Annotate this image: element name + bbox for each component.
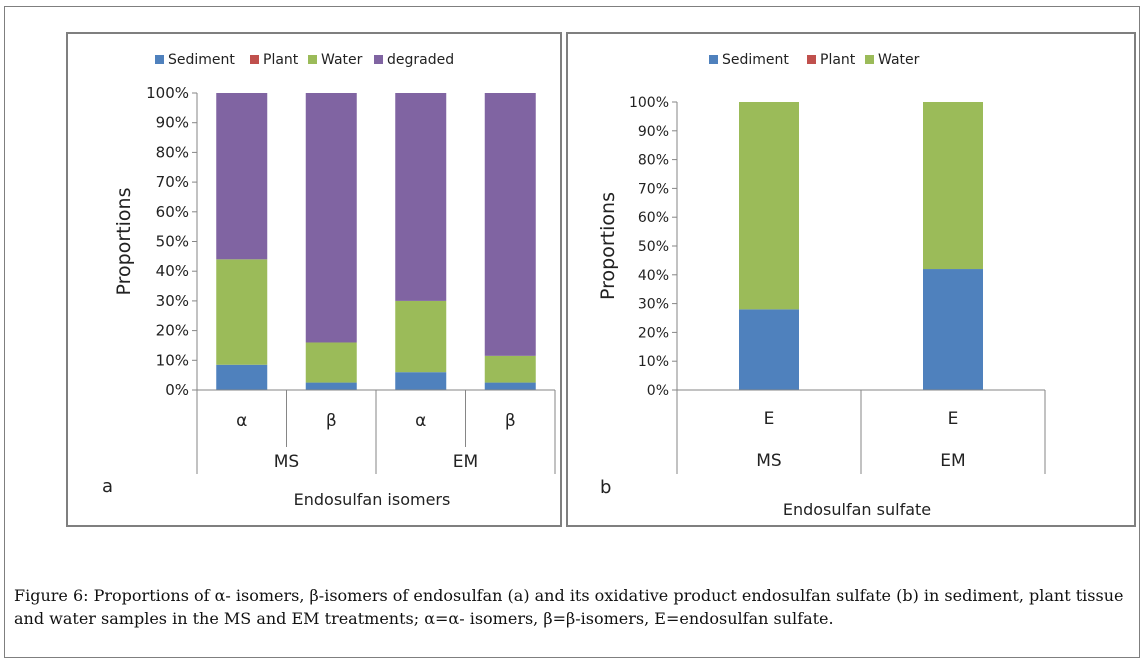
y-tick-label: 80% [638, 153, 669, 169]
y-axis-title: Proportions [113, 188, 135, 296]
x-category-label: β [505, 411, 516, 431]
chart-a-border [66, 32, 562, 527]
y-tick-label: 40% [638, 268, 669, 284]
bar-degraded [305, 93, 357, 343]
x-group-label: MS [756, 451, 781, 471]
y-axis-title: Proportions [597, 192, 619, 300]
x-category-label: E [764, 409, 775, 429]
caption-label: Figure 6: [14, 586, 89, 605]
bar-water [739, 102, 799, 310]
bar-sediment [923, 269, 983, 390]
x-group-label: MS [274, 452, 299, 472]
legend-label-sediment: Sediment [722, 52, 789, 68]
legend-swatch-water [865, 55, 874, 64]
bar-sediment [305, 382, 357, 390]
y-tick-label: 90% [156, 114, 189, 132]
y-tick-label: 30% [638, 297, 669, 313]
caption-text: Proportions of α- isomers, β-isomers of … [14, 586, 1124, 628]
y-tick-label: 70% [638, 181, 669, 197]
y-tick-label: 40% [156, 262, 189, 280]
bar-degraded [395, 93, 447, 301]
chart-b-border [566, 32, 1136, 527]
y-tick-label: 100% [629, 95, 669, 111]
y-tick-label: 50% [156, 233, 189, 251]
legend-label-degraded: degraded [387, 52, 454, 68]
bar-water [216, 259, 268, 365]
chart-b: Sediment Plant Water 0% 10% 20% 30% 40% 50% 60% 70… [597, 52, 1046, 519]
legend-label-water: Water [321, 52, 363, 68]
y-tick-label: 90% [638, 124, 669, 140]
y-tick-label: 20% [638, 325, 669, 341]
legend-swatch-plant [807, 55, 816, 64]
legend-label-plant: Plant [263, 52, 299, 68]
y-tick-label: 60% [156, 203, 189, 221]
bar-sediment [484, 382, 536, 390]
y-tick-label: 10% [638, 354, 669, 370]
figure-frame [4, 6, 1140, 658]
legend-label-sediment: Sediment [168, 52, 235, 68]
bar-water [305, 342, 357, 383]
bar-sediment [216, 364, 268, 390]
y-tick-label: 30% [156, 292, 189, 310]
legend-label-plant: Plant [820, 52, 856, 68]
bar-water [923, 102, 983, 270]
x-category-label: E [948, 409, 959, 429]
legend-label-water: Water [878, 52, 920, 68]
legend-swatch-sediment [709, 55, 718, 64]
bar-sediment [395, 372, 447, 390]
panel-label: a [102, 476, 113, 497]
y-tick-label: 0% [647, 383, 669, 399]
y-tick-label: 80% [156, 143, 189, 161]
bar-degraded [216, 93, 268, 260]
bar-sediment [739, 309, 799, 390]
panel-label: b [600, 477, 611, 498]
y-tick-label: 20% [156, 322, 189, 340]
x-group-label: EM [940, 451, 965, 471]
bar-water [484, 355, 536, 383]
bar-water [395, 300, 447, 373]
x-category-label: α [236, 411, 247, 431]
y-tick-label: 60% [638, 210, 669, 226]
y-tick-label: 0% [165, 381, 189, 399]
x-category-label: β [326, 411, 337, 431]
x-axis-title: Endosulfan sulfate [783, 500, 931, 519]
legend-swatch-degraded [374, 55, 383, 64]
legend-swatch-plant [250, 55, 259, 64]
x-group-label: EM [453, 452, 478, 472]
y-tick-label: 50% [638, 239, 669, 255]
figure-caption: Figure 6: Proportions of α- isomers, β-i… [14, 584, 1134, 630]
chart-a: Sediment Plant Water degraded 0% 10% 20% 30% 40%… [102, 52, 556, 509]
y-tick-label: 10% [156, 351, 189, 369]
y-tick-label: 100% [146, 84, 189, 102]
bar-degraded [484, 93, 536, 356]
legend-swatch-sediment [155, 55, 164, 64]
x-category-label: α [415, 411, 426, 431]
x-axis-title: Endosulfan isomers [294, 490, 451, 509]
legend-swatch-water [308, 55, 317, 64]
y-tick-label: 70% [156, 173, 189, 191]
